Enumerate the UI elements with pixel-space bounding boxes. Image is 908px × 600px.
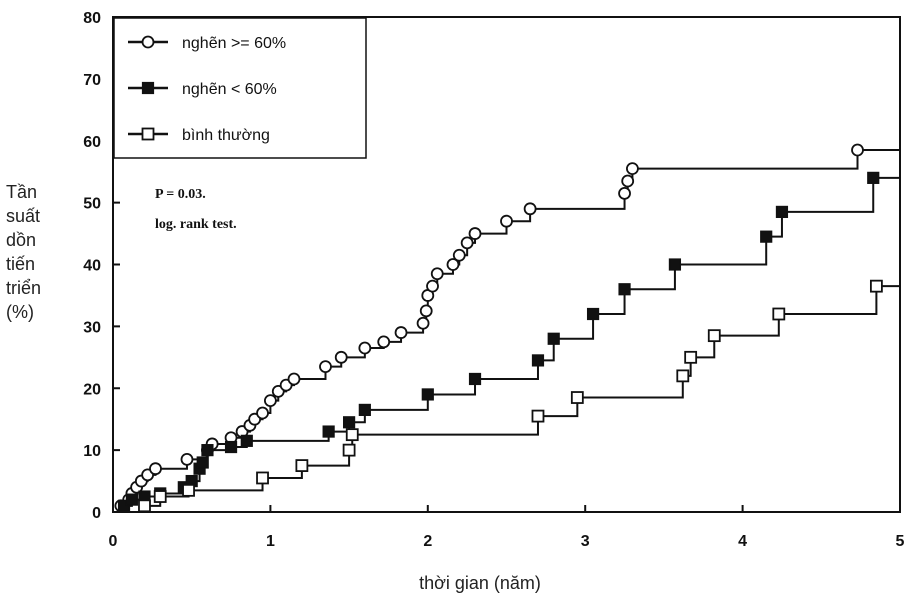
y-axis-label-line: Tần	[6, 180, 76, 204]
open-circle-marker	[525, 203, 536, 214]
y-axis-label: Tần suất dồn tiến triển (%)	[6, 180, 76, 324]
y-tick-label: 0	[92, 505, 101, 522]
filled-square-marker	[470, 373, 481, 384]
open-square-marker	[709, 330, 720, 341]
filled-square-marker	[241, 435, 252, 446]
x-axis-label: thời gian (năm)	[380, 573, 580, 594]
filled-square-marker	[323, 426, 334, 437]
open-square-marker	[532, 411, 543, 422]
series-open-square	[113, 281, 900, 512]
filled-square-marker	[588, 309, 599, 320]
filled-square-marker	[548, 333, 559, 344]
test-name-text: log. rank test.	[155, 210, 237, 240]
filled-square-marker	[143, 83, 154, 94]
x-tick-label: 3	[581, 533, 590, 550]
open-circle-marker	[143, 37, 154, 48]
x-tick-label: 5	[896, 533, 905, 550]
filled-square-marker	[669, 259, 680, 270]
x-tick-label: 1	[266, 533, 275, 550]
y-tick-label: 10	[83, 443, 101, 460]
filled-square-marker	[359, 404, 370, 415]
filled-square-marker	[226, 442, 237, 453]
open-square-marker	[139, 500, 150, 511]
open-square-marker	[143, 129, 154, 140]
y-tick-label: 60	[83, 134, 101, 151]
y-axis-label-line: suất	[6, 204, 76, 228]
filled-square-marker	[532, 355, 543, 366]
open-circle-marker	[359, 343, 370, 354]
open-square-marker	[296, 460, 307, 471]
y-axis-label-line: triển	[6, 276, 76, 300]
filled-square-marker	[776, 206, 787, 217]
chart-legend: nghẽn >= 60% nghẽn < 60% bình thường	[114, 18, 366, 158]
open-circle-marker	[501, 216, 512, 227]
open-square-marker	[257, 472, 268, 483]
filled-square-marker	[422, 389, 433, 400]
open-square-marker	[155, 491, 166, 502]
filled-square-marker	[126, 494, 137, 505]
legend-label: nghẽn >= 60%	[182, 35, 286, 52]
open-square-marker	[347, 429, 358, 440]
open-circle-marker	[336, 352, 347, 363]
y-tick-label: 40	[83, 258, 101, 275]
legend-label: nghẽn < 60%	[182, 81, 277, 98]
y-axis-label-line: dồn	[6, 228, 76, 252]
open-circle-marker	[289, 373, 300, 384]
open-square-marker	[871, 281, 882, 292]
filled-square-marker	[619, 284, 630, 295]
open-circle-marker	[396, 327, 407, 338]
open-circle-marker	[265, 395, 276, 406]
open-circle-marker	[462, 237, 473, 248]
open-circle-marker	[418, 318, 429, 329]
y-tick-label: 50	[83, 196, 101, 213]
open-circle-marker	[378, 336, 389, 347]
y-tick-label: 30	[83, 319, 101, 336]
open-circle-marker	[257, 408, 268, 419]
filled-square-marker	[202, 445, 213, 456]
legend-label: bình thường	[182, 127, 270, 144]
open-circle-marker	[627, 163, 638, 174]
open-square-marker	[677, 370, 688, 381]
open-circle-marker	[619, 188, 630, 199]
open-square-marker	[685, 352, 696, 363]
open-circle-marker	[181, 454, 192, 465]
open-circle-marker	[421, 305, 432, 316]
stat-annotation: P = 0.03. log. rank test.	[155, 180, 237, 240]
open-circle-marker	[622, 175, 633, 186]
open-circle-marker	[427, 281, 438, 292]
open-circle-marker	[150, 463, 161, 474]
filled-square-marker	[868, 172, 879, 183]
y-tick-label: 70	[83, 72, 101, 89]
open-circle-marker	[454, 250, 465, 261]
open-square-marker	[773, 309, 784, 320]
y-axis-label-line: tiến	[6, 252, 76, 276]
y-tick-label: 20	[83, 381, 101, 398]
filled-square-marker	[761, 231, 772, 242]
open-circle-marker	[470, 228, 481, 239]
p-value-text: P = 0.03.	[155, 180, 237, 210]
open-square-marker	[183, 485, 194, 496]
y-axis-label-line: (%)	[6, 300, 76, 324]
open-circle-marker	[320, 361, 331, 372]
open-circle-marker	[432, 268, 443, 279]
open-square-marker	[572, 392, 583, 403]
filled-square-marker	[197, 457, 208, 468]
filled-square-marker	[344, 417, 355, 428]
open-circle-marker	[852, 145, 863, 156]
y-tick-label: 80	[83, 10, 101, 27]
x-tick-label: 4	[738, 533, 747, 550]
x-tick-label: 0	[109, 533, 118, 550]
open-square-marker	[344, 445, 355, 456]
x-tick-label: 2	[423, 533, 432, 550]
